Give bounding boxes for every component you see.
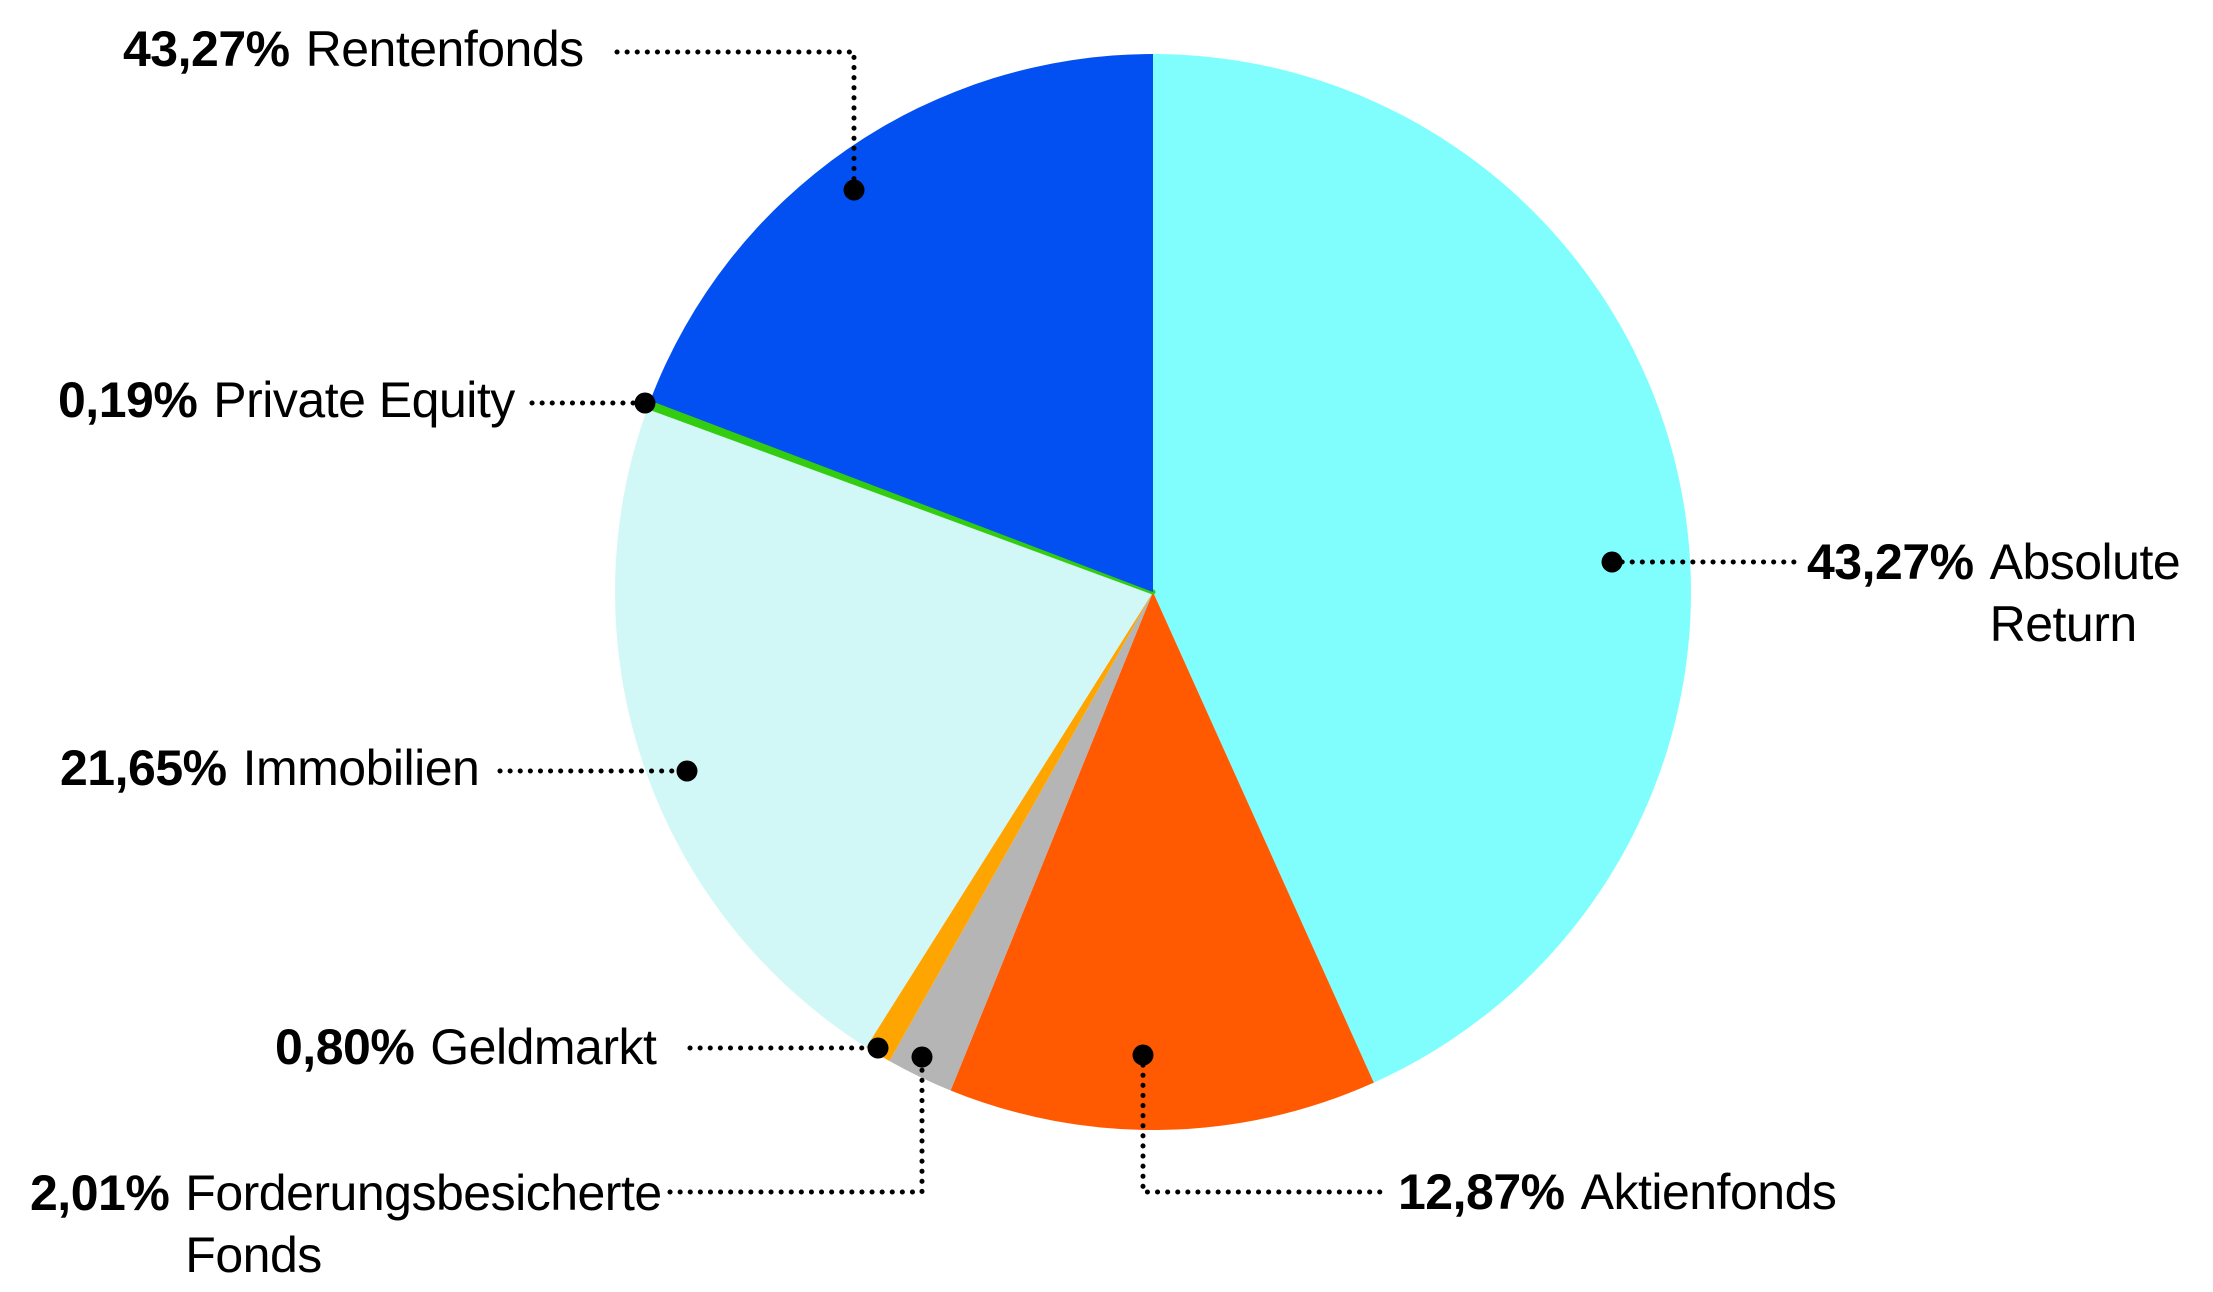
callout-line-rentenfonds — [614, 49, 857, 193]
label-aktienfonds-value: 12,87% — [1398, 1164, 1565, 1220]
callout-dot-rentenfonds — [843, 179, 865, 201]
label-private-equity-name: Private Equity — [213, 372, 515, 428]
callout-dot-immobilien — [676, 760, 698, 782]
callout-dot-private-equity — [634, 392, 656, 414]
label-rentenfonds-name: Rentenfonds — [305, 21, 585, 77]
callout-dot-geldmarkt — [867, 1037, 889, 1059]
label-private-equity: 0,19% Private Equity — [58, 369, 515, 431]
label-forderungsbesicherte-fonds: 2,01% Forderungsbesicherte Fonds — [30, 1162, 705, 1286]
label-forderungsbesicherte-fonds-value: 2,01% — [30, 1165, 170, 1221]
label-geldmarkt: 0,80% Geldmarkt — [275, 1016, 657, 1078]
label-rentenfonds-value: 43,27% — [123, 21, 290, 77]
label-immobilien-value: 21,65% — [60, 740, 227, 796]
callout-dot-forderungsbesicherte-fonds — [911, 1046, 933, 1068]
callout-dot-absolute-return — [1601, 551, 1623, 573]
pie-slice-aktienfonds — [950, 592, 1374, 1131]
label-absolute-return-name: Absolute Return — [1989, 534, 2181, 652]
label-absolute-return-value: 43,27% — [1807, 534, 1974, 590]
pie-slice-rentenfonds — [650, 54, 1153, 592]
pie-slice-immobilien — [615, 406, 1153, 1048]
label-aktienfonds-name: Aktienfonds — [1580, 1164, 1837, 1220]
label-geldmarkt-value: 0,80% — [275, 1019, 415, 1075]
label-absolute-return: 43,27% Absolute Return — [1807, 531, 2205, 655]
label-aktienfonds: 12,87% Aktienfonds — [1398, 1161, 1837, 1223]
label-immobilien: 21,65% Immobilien — [60, 737, 480, 799]
label-geldmarkt-name: Geldmarkt — [430, 1019, 657, 1075]
label-private-equity-value: 0,19% — [58, 372, 198, 428]
callout-lines — [497, 49, 1798, 1195]
callout-dot-aktienfonds — [1132, 1044, 1154, 1066]
pie-slices — [615, 54, 1691, 1131]
label-rentenfonds: 43,27% Rentenfonds — [123, 18, 584, 80]
pie-slice-geldmarkt — [866, 592, 1153, 1061]
pie-slice-forderungsbesicherte-fonds — [889, 592, 1153, 1091]
label-immobilien-name: Immobilien — [242, 740, 480, 796]
pie-slice-absolute-return — [1153, 54, 1691, 1083]
callout-line-forderungsbesicherte-fonds — [667, 1054, 925, 1195]
label-forderungsbesicherte-fonds-name: Forderungsbesicherte Fonds — [185, 1165, 662, 1283]
